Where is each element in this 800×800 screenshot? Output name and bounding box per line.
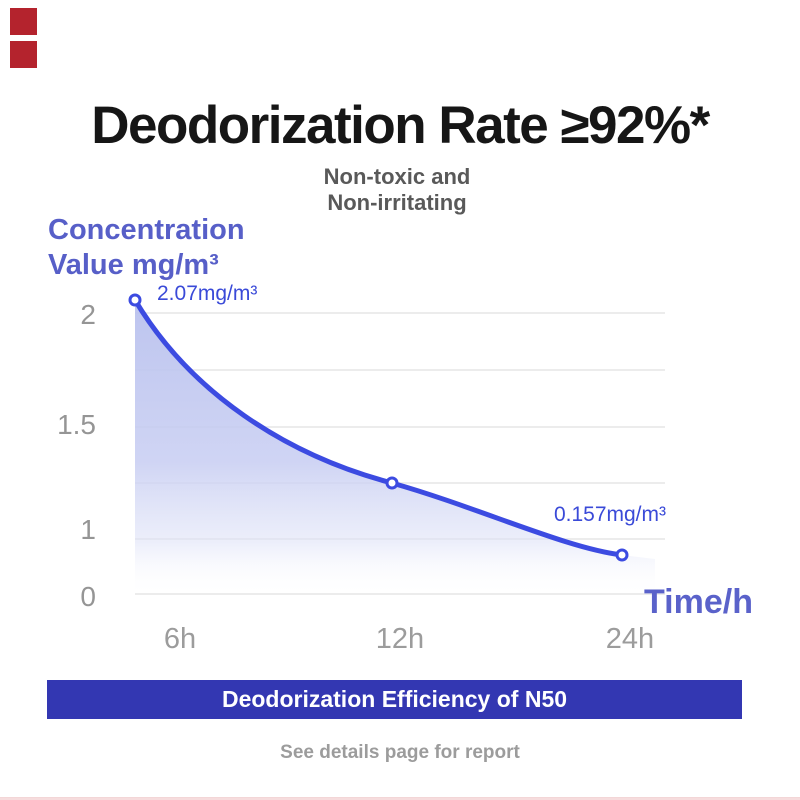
y-axis-title-line-1: Concentration (48, 214, 245, 246)
chart-title-banner: Deodorization Efficiency of N50 (47, 680, 742, 719)
last-point-value-label: 0.157mg/m³ (553, 503, 666, 526)
decor-red-square-1 (10, 8, 37, 35)
x-axis-title: Time/h (644, 583, 753, 621)
y-tick-1-5: 1.5 (57, 409, 96, 440)
y-axis-title-line-2: Value mg/m³ (48, 249, 219, 281)
footer-note: See details page for report (280, 742, 520, 763)
y-tick-1: 1 (80, 514, 96, 545)
marker-12h (385, 476, 399, 490)
x-tick-12h: 12h (375, 623, 425, 655)
y-tick-0: 0 (80, 581, 96, 612)
first-point-value-label: 2.07mg/m³ (157, 282, 258, 305)
y-tick-2: 2 (80, 299, 96, 330)
bottom-edge-strip (0, 797, 800, 800)
subtitle: Non-toxic and Non-irritating (0, 164, 794, 216)
marker-24h (615, 548, 629, 562)
data-point-markers (128, 293, 629, 562)
page-title: Deodorization Rate ≥92%* (91, 96, 710, 155)
x-tick-24h: 24h (605, 623, 655, 655)
y-axis-title: Concentration Value mg/m³ (48, 213, 245, 283)
chart-title-banner-label: Deodorization Efficiency of N50 (221, 686, 568, 712)
marker-6h (128, 293, 142, 307)
x-tick-6h: 6h (163, 623, 197, 655)
trend-line (132, 297, 625, 558)
subtitle-line-1: Non-toxic and (323, 164, 471, 189)
decor-red-square-2 (10, 41, 37, 68)
area-fill (135, 300, 655, 596)
subtitle-line-2: Non-irritating (327, 190, 467, 215)
